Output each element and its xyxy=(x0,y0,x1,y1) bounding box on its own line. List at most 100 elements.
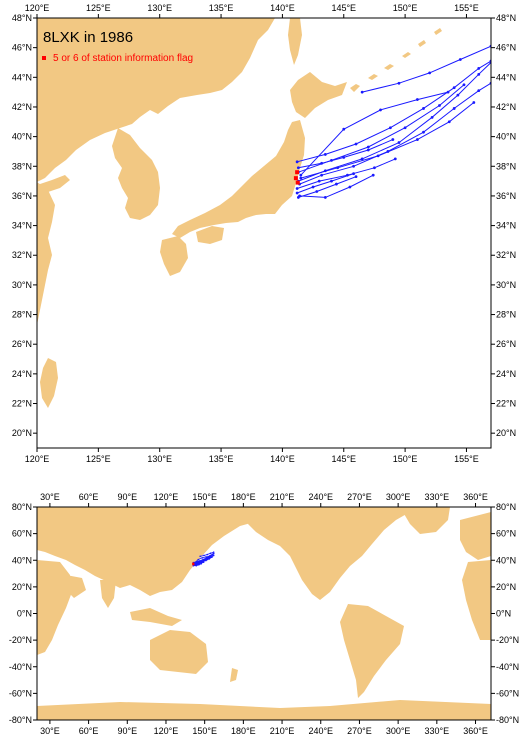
land-kuril-islands xyxy=(350,28,442,92)
regional-lat-tick-label-right: 32°N xyxy=(496,250,516,260)
regional-ship-track xyxy=(300,102,475,179)
land-indonesia xyxy=(130,608,182,626)
land-arabia xyxy=(66,575,86,598)
land-shikoku xyxy=(196,226,224,244)
regional-track-point xyxy=(477,67,481,70)
land-hokkaido xyxy=(290,72,347,118)
regional-flag-point xyxy=(295,170,300,175)
world-lon-tick-label-bottom: 90°E xyxy=(117,726,137,736)
world-lat-tick-label-left: -40°N xyxy=(9,662,32,672)
world-lon-tick-label-bottom: 30°E xyxy=(40,726,60,736)
world-track-point xyxy=(205,556,207,558)
regional-track-point xyxy=(376,154,380,158)
regional-track-point xyxy=(320,173,324,177)
land-new-zealand xyxy=(230,668,238,682)
land-taiwan xyxy=(40,358,58,408)
regional-track-point xyxy=(360,90,364,94)
regional-lon-tick-label-top: 155°E xyxy=(454,3,479,13)
regional-lat-tick-label-left: 40°N xyxy=(12,132,32,142)
land-antarctica xyxy=(37,700,491,720)
world-lat-tick-label-right: 80°N xyxy=(496,502,516,512)
regional-lat-tick-label-right: 36°N xyxy=(496,191,516,201)
regional-track-point xyxy=(428,71,432,75)
world-track-point xyxy=(195,564,198,567)
legend-label: 5 or 6 of station information flag xyxy=(53,53,193,64)
regional-track-point xyxy=(388,126,392,130)
regional-track-point xyxy=(298,194,301,198)
world-lon-tick-label-top: 120°E xyxy=(154,492,179,502)
regional-ship-track xyxy=(296,173,354,194)
regional-lon-tick-label-bottom: 145°E xyxy=(331,454,356,464)
world-lon-tick-label-bottom: 360°E xyxy=(463,726,488,736)
regional-lat-tick-label-right: 24°N xyxy=(496,369,516,379)
regional-track-point xyxy=(430,115,434,119)
regional-track-point xyxy=(352,164,355,168)
regional-lat-tick-label-left: 46°N xyxy=(12,43,32,53)
regional-track-point xyxy=(352,172,355,176)
world-lat-tick-label-right: 20°N xyxy=(496,582,516,592)
regional-lat-tick-label-left: 36°N xyxy=(12,191,32,201)
regional-track-point xyxy=(366,148,370,152)
regional-track-point xyxy=(311,185,315,189)
world-lat-tick-label-right: -20°N xyxy=(496,635,519,645)
regional-lat-tick-label-left: 22°N xyxy=(12,399,32,409)
land-asia-coast-south xyxy=(37,182,55,325)
world-lon-tick-label-top: 210°E xyxy=(270,492,295,502)
regional-lat-tick-label-right: 22°N xyxy=(496,399,516,409)
regional-lat-tick-label-right: 20°N xyxy=(496,428,516,438)
world-lat-tick-label-right: 0°N xyxy=(496,609,511,619)
regional-track-point xyxy=(295,187,299,190)
world-lat-tick-label-right: -60°N xyxy=(496,688,519,698)
regional-track-point xyxy=(354,175,358,179)
regional-lat-tick-label-right: 42°N xyxy=(496,102,516,112)
regional-lon-tick-label-bottom: 135°E xyxy=(209,454,234,464)
regional-track-point xyxy=(336,166,340,170)
regional-track-point xyxy=(373,166,376,170)
world-lon-tick-label-bottom: 60°E xyxy=(79,726,99,736)
regional-track-point xyxy=(317,179,321,183)
regional-lon-tick-label-bottom: 140°E xyxy=(270,454,295,464)
world-map-axis-ticks: 30°E 30°E 60°E 60°E 90°E 90°E 120°E 120°E 150°E 1… xyxy=(9,492,519,736)
world-lon-tick-label-top: 90°E xyxy=(117,492,137,502)
regional-track-point xyxy=(366,145,370,149)
regional-lat-tick-label-right: 48°N xyxy=(496,13,516,23)
world-track-point xyxy=(203,554,205,557)
regional-track-point xyxy=(299,173,303,177)
regional-ship-track xyxy=(298,176,357,198)
regional-track-point xyxy=(477,89,481,93)
regional-ship-track xyxy=(299,174,374,198)
land-shandong xyxy=(37,175,70,192)
world-lon-tick-label-bottom: 180°E xyxy=(231,726,256,736)
regional-lat-tick-label-left: 48°N xyxy=(12,13,32,23)
regional-track-point xyxy=(422,107,425,110)
regional-track-point xyxy=(323,153,327,156)
world-lat-tick-label-left: -60°N xyxy=(9,688,32,698)
regional-flag-point xyxy=(293,176,298,181)
regional-lon-tick-label-top: 150°E xyxy=(393,3,418,13)
land-japan-world xyxy=(166,556,178,572)
world-track-point xyxy=(199,555,201,558)
world-ship-track xyxy=(193,563,202,567)
regional-track-point xyxy=(403,126,407,130)
regional-lat-tick-label-right: 46°N xyxy=(496,43,516,53)
world-track-point xyxy=(208,558,211,560)
regional-lat-tick-label-left: 24°N xyxy=(12,369,32,379)
land-sakhalin xyxy=(288,18,302,65)
world-track-point xyxy=(202,561,205,564)
world-lon-tick-label-top: 270°E xyxy=(347,492,372,502)
regional-lon-tick-label-top: 125°E xyxy=(86,3,111,13)
regional-lon-tick-label-bottom: 125°E xyxy=(86,454,111,464)
regional-track-point xyxy=(320,161,324,165)
regional-map-frame xyxy=(36,17,492,449)
regional-track-point xyxy=(342,155,346,159)
land-south-america xyxy=(340,604,404,698)
world-lon-tick-label-bottom: 300°E xyxy=(386,726,411,736)
regional-map-axis-ticks: 120°E 120°E 125°E 125°E 130°E 130°E 135°E 135°E… xyxy=(12,3,516,464)
world-lon-tick-label-top: 300°E xyxy=(386,492,411,502)
world-lat-tick-label-right: 40°N xyxy=(496,555,516,565)
regional-flag-point xyxy=(295,180,300,185)
map-title: 8LXK in 1986 xyxy=(43,29,133,46)
regional-track-point xyxy=(354,142,358,146)
regional-track-point xyxy=(296,166,300,170)
